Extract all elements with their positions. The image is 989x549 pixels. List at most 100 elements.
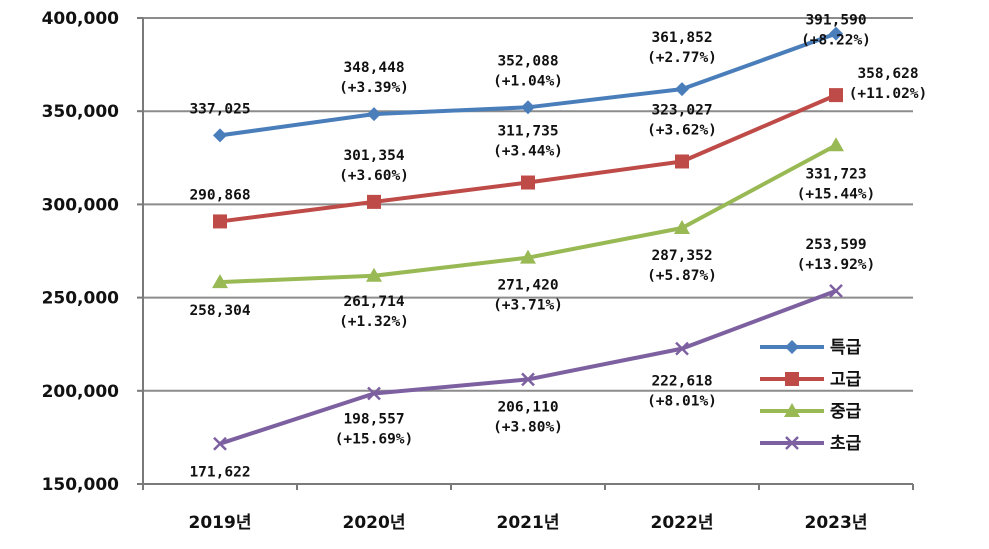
data-label: 331,723 (+15.44%) — [797, 166, 876, 202]
data-point — [213, 436, 227, 451]
data-point — [785, 436, 799, 450]
data-point — [520, 249, 536, 264]
data-label: 323,027 (+3.62%) — [647, 102, 717, 138]
x-marker-stroke — [367, 386, 381, 401]
data-label-line: 348,448 — [343, 60, 404, 76]
data-label: 253,599 (+13.92%) — [797, 237, 876, 273]
data-label-line: (+8.22%) — [801, 33, 871, 49]
data-label-line: (+13.92%) — [797, 257, 876, 273]
data-point — [212, 274, 228, 289]
y-tick-label: 350,000 — [42, 102, 120, 122]
data-point — [521, 175, 535, 190]
data-point — [367, 107, 381, 122]
legend-label: 초급 — [830, 434, 862, 454]
data-label-line: (+15.69%) — [335, 431, 414, 447]
data-point — [829, 26, 843, 41]
data-label: 261,714 (+1.32%) — [339, 294, 409, 330]
data-label: 171,622 — [189, 465, 250, 481]
x-tick-label: 2023년 — [805, 513, 868, 533]
data-label: 348,448 (+3.39%) — [339, 60, 409, 96]
data-label-line: 271,420 — [497, 278, 558, 294]
legend-item: 특급 — [760, 338, 862, 358]
y-tick-label: 250,000 — [42, 289, 120, 309]
data-point — [213, 214, 227, 229]
data-label-line: 323,027 — [651, 102, 712, 118]
data-label-line: (+3.71%) — [493, 298, 563, 314]
legend-label: 특급 — [830, 338, 862, 358]
data-label-line: (+1.32%) — [339, 314, 409, 330]
data-label-line: (+1.04%) — [493, 73, 563, 89]
x-marker-stroke — [829, 284, 843, 298]
data-label-line: 290,868 — [189, 187, 250, 203]
data-label: 287,352 (+5.87%) — [647, 248, 717, 284]
x-axis: 2019년 2020년 2021년 2022년 2023년 — [142, 484, 914, 533]
data-point — [675, 82, 689, 97]
data-point — [213, 128, 227, 143]
data-point — [785, 340, 799, 354]
y-axis: 150,000 200,000 250,000 300,000 350,000 400,0… — [42, 9, 143, 495]
data-point — [829, 88, 843, 103]
data-label-line: 391,590 — [805, 13, 866, 29]
data-label-line: (+3.62%) — [647, 122, 717, 138]
data-point — [675, 154, 689, 169]
y-tick-label: 400,000 — [42, 9, 120, 29]
data-label: 361,852 (+2.77%) — [647, 30, 717, 66]
data-label-line: 198,557 — [343, 411, 404, 427]
data-label: 391,590 (+8.22%) — [801, 13, 871, 49]
legend-label: 고급 — [830, 370, 862, 390]
data-label-line: 361,852 — [651, 30, 712, 46]
data-label-line: (+3.60%) — [339, 168, 409, 184]
y-tick-label: 300,000 — [42, 195, 120, 215]
data-label-line: (+11.02%) — [849, 86, 928, 102]
y-tick-label: 150,000 — [42, 475, 120, 495]
x-tick-label: 2019년 — [189, 513, 252, 533]
data-label-line: (+5.87%) — [647, 268, 717, 284]
data-point — [367, 386, 381, 401]
data-point — [829, 284, 843, 298]
data-label: 258,304 — [189, 303, 250, 319]
data-label-line: (+3.80%) — [493, 419, 563, 435]
data-point — [784, 403, 800, 417]
data-label: 337,025 — [189, 101, 250, 117]
x-marker-stroke — [785, 436, 799, 450]
series-triangle — [212, 137, 844, 289]
data-label: 352,088 (+1.04%) — [493, 53, 563, 89]
data-point — [521, 372, 535, 387]
data-label: 301,354 (+3.60%) — [339, 148, 409, 184]
x-marker-stroke — [213, 436, 227, 451]
data-label-line: 301,354 — [343, 148, 404, 164]
data-label-line: 331,723 — [805, 166, 866, 182]
data-label-line: 222,618 — [651, 374, 712, 390]
data-label-line: 206,110 — [497, 399, 558, 415]
data-label-line: 261,714 — [343, 294, 404, 310]
x-marker-stroke — [675, 341, 689, 356]
data-point — [785, 372, 799, 386]
data-label-line: (+2.77%) — [647, 50, 717, 66]
x-tick-label: 2021년 — [497, 513, 560, 533]
data-point — [828, 137, 844, 152]
data-label-line: (+3.39%) — [339, 80, 409, 96]
y-tick-label: 200,000 — [42, 382, 120, 402]
data-label-line: (+15.44%) — [797, 186, 876, 202]
data-label-line: 287,352 — [651, 248, 712, 264]
gridlines — [143, 17, 913, 392]
data-labels: 337,025 348,448 (+3.39%) 352,088 (+1.04%) 361… — [189, 13, 927, 481]
data-point — [367, 194, 381, 209]
data-label-line: 171,622 — [189, 465, 250, 481]
data-label-line: (+8.01%) — [647, 394, 717, 410]
data-label: 311,735 (+3.44%) — [493, 124, 563, 160]
data-label-line: 311,735 — [497, 124, 558, 140]
data-label-line: 337,025 — [189, 101, 250, 117]
data-label-line: 253,599 — [805, 237, 866, 253]
x-marker-stroke — [521, 372, 535, 387]
data-label: 358,628 (+11.02%) — [849, 66, 928, 102]
x-tick-label: 2022년 — [651, 513, 714, 533]
series-square — [213, 88, 843, 229]
data-label: 271,420 (+3.71%) — [493, 278, 563, 314]
data-label-line: 258,304 — [189, 303, 250, 319]
data-label-line: (+3.44%) — [493, 144, 563, 160]
data-point — [674, 219, 690, 234]
legend-item: 중급 — [760, 402, 862, 422]
